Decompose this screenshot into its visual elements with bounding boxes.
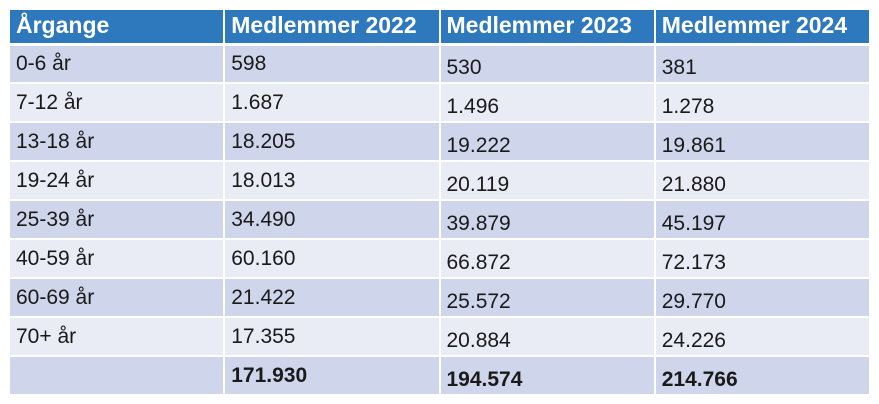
table-row: 70+ år 17.355 20.884 24.226 (7, 316, 872, 357)
row-label: 40-59 år (16, 246, 95, 270)
value-2022: 34.490 (231, 207, 296, 231)
value-2023: 20.884 (446, 328, 511, 352)
total-2024: 214.766 (661, 367, 738, 391)
total-value-cell: 194.574 (438, 355, 656, 396)
table-row: 40-59 år 60.160 66.872 72.173 (7, 238, 872, 279)
value-2022: 1.687 (231, 90, 284, 114)
value-cell: 1.278 (653, 82, 872, 123)
value-cell: 18.013 (223, 160, 441, 201)
value-2024: 29.770 (661, 289, 726, 313)
row-label-cell: 13-18 år (7, 121, 226, 162)
value-2022: 598 (231, 51, 267, 75)
value-cell: 66.872 (438, 238, 656, 279)
row-label-cell: 0-6 år (7, 43, 226, 84)
value-cell: 598 (223, 43, 441, 84)
row-label-cell: 25-39 år (7, 199, 226, 240)
value-cell: 60.160 (223, 238, 441, 279)
value-2022: 18.205 (231, 129, 296, 153)
column-header-medlemmer-2023: Medlemmer 2023 (438, 8, 656, 46)
value-cell: 530 (438, 43, 656, 84)
value-cell: 34.490 (223, 199, 441, 240)
row-label-cell: 40-59 år (7, 238, 226, 279)
value-cell: 19.861 (653, 121, 872, 162)
row-label: 0-6 år (16, 51, 71, 75)
total-value-cell: 214.766 (653, 355, 872, 396)
value-cell: 19.222 (438, 121, 656, 162)
row-label: 25-39 år (16, 207, 95, 231)
value-2023: 530 (446, 55, 482, 79)
table-row: 0-6 år 598 530 381 (7, 43, 872, 84)
value-cell: 21.880 (653, 160, 872, 201)
row-label-cell: 70+ år (7, 316, 226, 357)
value-2022: 17.355 (231, 324, 296, 348)
total-empty-cell (7, 355, 226, 396)
membership-by-age-table: Årgange Medlemmer 2022 Medlemmer 2023 Me… (7, 8, 872, 396)
value-2024: 72.173 (661, 250, 726, 274)
value-2022: 60.160 (231, 246, 296, 270)
value-cell: 21.422 (223, 277, 441, 318)
value-2024: 381 (661, 55, 697, 79)
row-label-cell: 7-12 år (7, 82, 226, 123)
column-header-argange: Årgange (7, 8, 226, 46)
table-row: 60-69 år 21.422 25.572 29.770 (7, 277, 872, 318)
column-header-medlemmer-2022: Medlemmer 2022 (223, 8, 441, 46)
value-cell: 45.197 (653, 199, 872, 240)
value-cell: 18.205 (223, 121, 441, 162)
value-2023: 25.572 (446, 289, 511, 313)
value-2022: 21.422 (231, 285, 296, 309)
total-value-cell: 171.930 (223, 355, 441, 396)
value-2023: 19.222 (446, 133, 511, 157)
row-label-cell: 60-69 år (7, 277, 226, 318)
value-2023: 20.119 (446, 172, 510, 196)
value-cell: 381 (653, 43, 872, 84)
value-2022: 18.013 (231, 168, 296, 192)
value-2024: 21.880 (661, 172, 726, 196)
value-2024: 19.861 (661, 133, 726, 157)
value-cell: 1.687 (223, 82, 441, 123)
row-label: 19-24 år (16, 168, 95, 192)
value-2024: 24.226 (661, 328, 726, 352)
value-2023: 39.879 (446, 211, 511, 235)
value-cell: 25.572 (438, 277, 656, 318)
value-cell: 20.884 (438, 316, 656, 357)
table-row: 7-12 år 1.687 1.496 1.278 (7, 82, 872, 123)
total-2022: 171.930 (231, 363, 308, 387)
value-cell: 20.119 (438, 160, 656, 201)
table-row: 13-18 år 18.205 19.222 19.861 (7, 121, 872, 162)
table-row: 25-39 år 34.490 39.879 45.197 (7, 199, 872, 240)
value-cell: 29.770 (653, 277, 872, 318)
value-cell: 39.879 (438, 199, 656, 240)
row-label: 70+ år (16, 324, 77, 348)
value-2024: 45.197 (661, 211, 726, 235)
value-cell: 24.226 (653, 316, 872, 357)
header-row: Årgange Medlemmer 2022 Medlemmer 2023 Me… (7, 8, 872, 46)
row-label: 7-12 år (16, 90, 83, 114)
value-2024: 1.278 (661, 94, 715, 118)
value-2023: 1.496 (446, 94, 500, 118)
column-header-medlemmer-2024: Medlemmer 2024 (653, 8, 872, 46)
row-label-cell: 19-24 år (7, 160, 226, 201)
row-label: 60-69 år (16, 285, 95, 309)
total-row: 171.930 194.574 214.766 (7, 355, 872, 396)
value-cell: 1.496 (438, 82, 656, 123)
value-cell: 72.173 (653, 238, 872, 279)
value-cell: 17.355 (223, 316, 441, 357)
row-label: 13-18 år (16, 129, 95, 153)
value-2023: 66.872 (446, 250, 511, 274)
table-row: 19-24 år 18.013 20.119 21.880 (7, 160, 872, 201)
total-2023: 194.574 (446, 367, 523, 391)
